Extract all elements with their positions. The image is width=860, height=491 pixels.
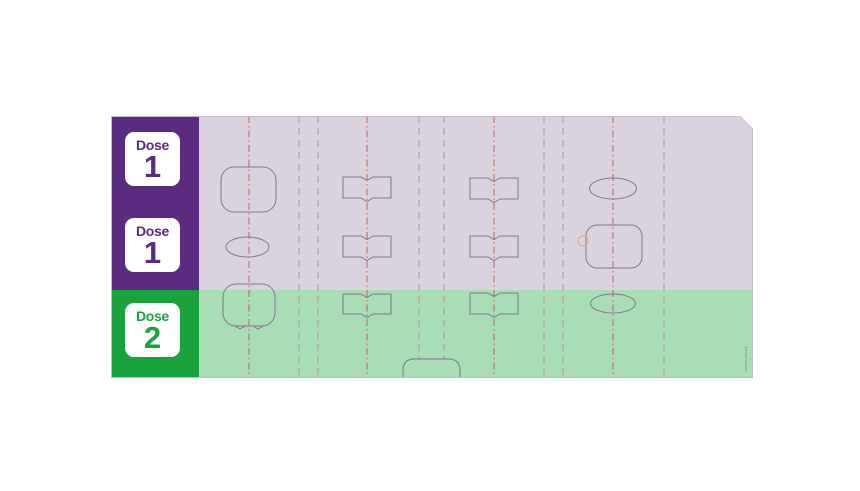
blister-outline-col4-row2 <box>585 224 643 269</box>
blister-outline-col1-row3 <box>222 283 276 327</box>
dose-word: Dose <box>135 136 170 153</box>
dose-pack-dieline-card: Dose 1 Dose 1 Dose 2 <box>111 116 753 378</box>
thumb-tab-outline <box>402 358 461 378</box>
blister-outline-col2-row3 <box>342 293 392 319</box>
tab-circle-col4-row2 <box>577 235 589 247</box>
dose1-panel-area <box>111 116 753 290</box>
dose-number: 1 <box>143 148 162 184</box>
dose2-panel-area <box>111 290 753 378</box>
dose-number: 1 <box>143 234 162 270</box>
card-edge-outline <box>111 116 753 378</box>
side-code-text: 1000130001 <box>745 345 749 372</box>
dose-number: 2 <box>143 319 162 355</box>
blister-outline-col2-row2 <box>342 235 392 262</box>
dose-2-badge-row3: Dose 2 <box>125 303 180 357</box>
dose-1-badge-row1: Dose 1 <box>125 132 180 186</box>
blister-outline-col1-row2 <box>225 236 270 258</box>
dieline-overlay <box>111 116 753 378</box>
blister-outline-col3-row1 <box>469 177 519 204</box>
dose-word: Dose <box>135 222 170 239</box>
blister-outline-col1-row1 <box>220 166 277 213</box>
blister-outline-col3-row3 <box>469 292 519 319</box>
dose-1-badge-row2: Dose 1 <box>125 218 180 272</box>
notch-col1-row3 <box>234 325 264 330</box>
blister-outline-col3-row2 <box>469 235 519 262</box>
blister-outline-col2-row1 <box>342 176 392 203</box>
dose-word: Dose <box>135 307 170 324</box>
blister-outline-col4-row3 <box>590 293 636 314</box>
blister-outline-col4-row1 <box>589 177 637 200</box>
